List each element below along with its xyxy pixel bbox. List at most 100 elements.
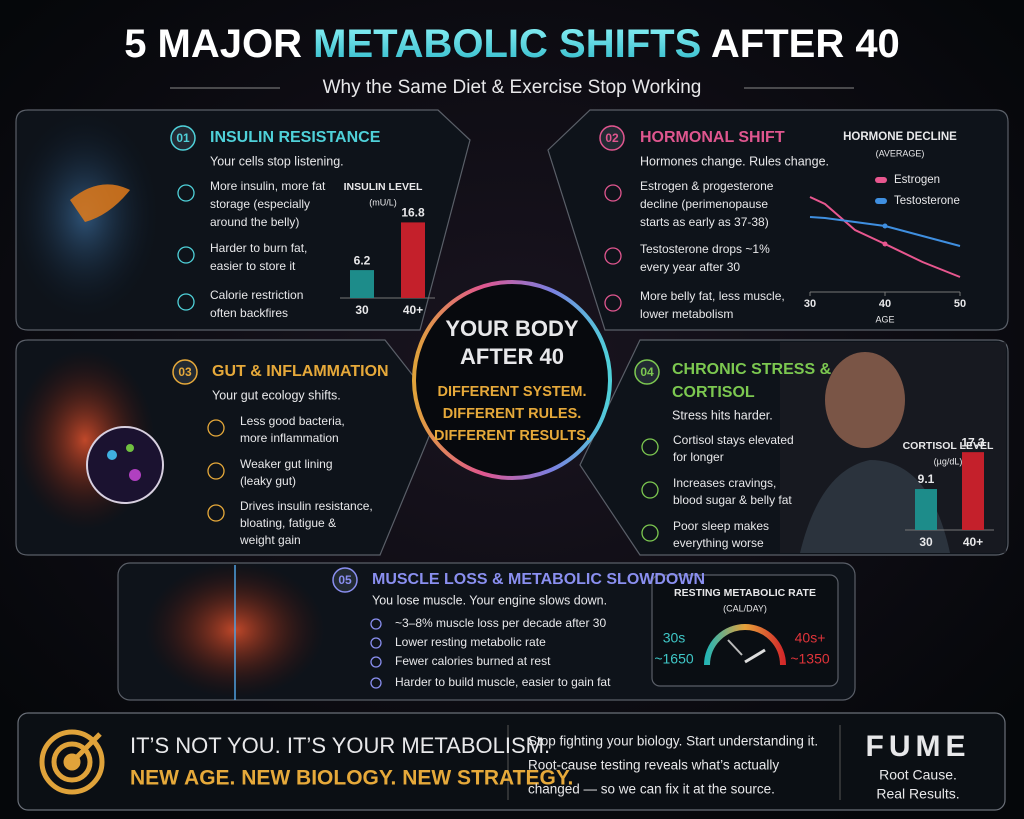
value-label: 9.1 xyxy=(918,472,935,486)
chart-subtitle: (AVERAGE) xyxy=(876,148,925,158)
footer-message: changed — so we can fix it at the source… xyxy=(528,782,775,797)
bacterium xyxy=(129,469,141,481)
category-label: 40s+ xyxy=(795,630,826,646)
gauge-needle xyxy=(727,639,743,656)
legend-label: Estrogen xyxy=(894,174,940,186)
category-label: 40+ xyxy=(403,303,423,317)
point-text: Calorie restriction xyxy=(210,288,303,302)
bar xyxy=(401,222,425,298)
category-label: 40+ xyxy=(963,535,983,549)
section-title: MUSCLE LOSS & METABOLIC SLOWDOWN xyxy=(372,571,705,588)
point-icon xyxy=(604,247,622,265)
title-part: 5 MAJOR xyxy=(124,22,313,66)
center-title: AFTER 40 xyxy=(460,344,564,369)
title: 5 MAJOR METABOLIC SHIFTS AFTER 40 xyxy=(124,22,900,66)
footer-message: Root-cause testing reveals what’s actual… xyxy=(528,758,779,773)
point-icon xyxy=(370,637,382,649)
point-icon xyxy=(641,438,659,456)
point-text: weight gain xyxy=(239,533,301,547)
gauge-arc xyxy=(704,624,786,666)
point-text: Fewer calories burned at rest xyxy=(395,654,551,668)
badge xyxy=(332,567,358,593)
point-text: Estrogen & progesterone xyxy=(640,179,774,193)
point-text: easier to store it xyxy=(210,259,296,273)
value-label: 17.3 xyxy=(961,435,985,449)
point-text: ~3–8% muscle loss per decade after 30 xyxy=(395,616,606,630)
footer-headline: IT’S NOT YOU. IT’S YOUR METABOLISM. xyxy=(130,733,550,758)
badge-number: 01 xyxy=(176,131,190,145)
point-text: blood sugar & belly fat xyxy=(673,493,792,507)
chart-title: INSULIN LEVEL xyxy=(344,181,423,193)
point-text: Lower resting metabolic rate xyxy=(395,635,546,649)
bacterium xyxy=(107,450,117,460)
point xyxy=(882,223,888,229)
tagline: Your cells stop listening. xyxy=(210,154,344,168)
tagline: Your gut ecology shifts. xyxy=(212,388,341,402)
tagline: Hormones change. Rules change. xyxy=(640,154,829,168)
gauge-box xyxy=(651,574,839,687)
center-ring xyxy=(412,280,612,480)
point-text: More insulin, more fat xyxy=(210,179,326,193)
section-title: GUT & INFLAMMATION xyxy=(212,363,389,380)
badge xyxy=(634,359,660,385)
point-icon xyxy=(370,656,382,668)
point-text: Testosterone drops ~1% xyxy=(640,242,770,256)
value-label: ~1650 xyxy=(654,651,694,667)
point-text: Drives insulin resistance, xyxy=(240,499,373,513)
point-icon xyxy=(370,618,382,630)
section-title: HORMONAL SHIFT xyxy=(640,129,785,146)
title-part: AFTER 40 xyxy=(701,22,900,66)
bar xyxy=(915,489,937,530)
bacteria-circle xyxy=(86,426,164,504)
point-icon xyxy=(177,184,195,202)
point-text: lower metabolism xyxy=(640,307,733,321)
brand-tagline: Root Cause. xyxy=(879,767,957,783)
badge-number: 02 xyxy=(605,131,619,145)
arrow xyxy=(72,732,102,762)
point-text: Harder to burn fat, xyxy=(210,241,307,255)
point-text: More belly fat, less muscle, xyxy=(640,289,785,303)
section-title: INSULIN RESISTANCE xyxy=(210,129,381,146)
line xyxy=(809,216,961,247)
brand-tagline: Real Results. xyxy=(876,786,959,802)
point-text: for longer xyxy=(673,450,724,464)
badge-number: 04 xyxy=(640,365,654,379)
chart-title: CORTISOL LEVEL xyxy=(903,440,994,452)
badge-number: 05 xyxy=(338,573,352,587)
legend-swatch xyxy=(875,198,887,204)
x-tick-label: 50 xyxy=(954,298,966,310)
section-title: CHRONIC STRESS & xyxy=(672,361,832,378)
chart-unit: (µg/dL) xyxy=(934,456,963,466)
target-icon xyxy=(39,729,105,795)
x-axis-label: AGE xyxy=(875,314,894,324)
brand: FUME xyxy=(866,730,971,763)
center-line: DIFFERENT SYSTEM. xyxy=(437,384,586,400)
center-line: DIFFERENT RESULTS. xyxy=(434,428,590,444)
category-label: 30 xyxy=(355,303,369,317)
point-icon xyxy=(641,524,659,542)
title-highlight: METABOLIC SHIFTS xyxy=(313,22,701,66)
section-title: CORTISOL xyxy=(672,384,755,401)
pancreas xyxy=(70,184,130,222)
category-label: 30 xyxy=(919,535,933,549)
point-text: Cortisol stays elevated xyxy=(673,433,794,447)
value-label: 6.2 xyxy=(354,253,371,267)
chart-unit: (mU/L) xyxy=(369,197,397,207)
legend-label: Testosterone xyxy=(894,195,960,207)
target-ring xyxy=(51,741,93,783)
point-icon xyxy=(641,481,659,499)
legend-swatch xyxy=(875,177,887,183)
bacterium xyxy=(126,444,134,452)
x-tick-label: 40 xyxy=(879,298,891,310)
tagline: Stress hits harder. xyxy=(672,408,773,422)
point-text: often backfires xyxy=(210,306,288,320)
footer-subheadline: NEW AGE. NEW BIOLOGY. NEW STRATEGY. xyxy=(130,767,573,790)
point-text: Increases cravings, xyxy=(673,476,776,490)
chart-title: RESTING METABOLIC RATE xyxy=(674,587,816,599)
point-text: bloating, fatigue & xyxy=(240,516,336,530)
point-icon xyxy=(604,184,622,202)
center-line: DIFFERENT RULES. xyxy=(443,406,582,422)
chart-title: HORMONE DECLINE xyxy=(843,131,957,143)
point-icon xyxy=(177,293,195,311)
